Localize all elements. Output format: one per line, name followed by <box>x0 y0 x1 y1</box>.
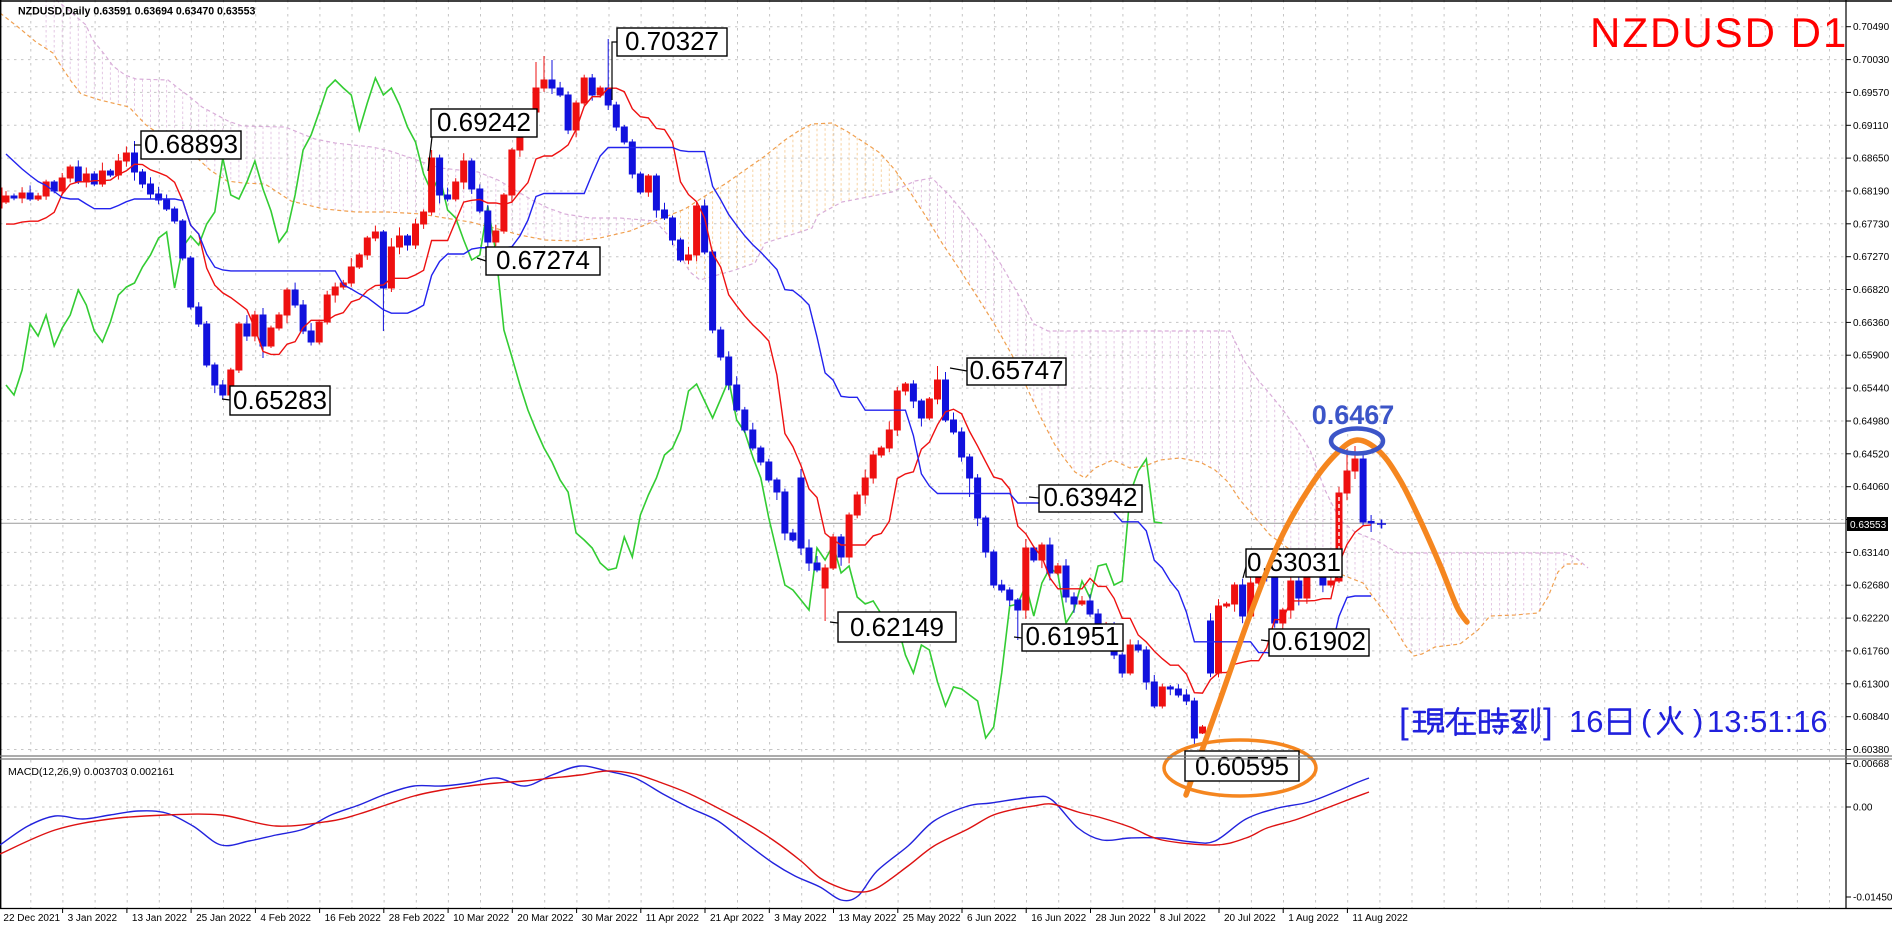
svg-text:): ) <box>1693 703 1703 738</box>
svg-text:0.00668: 0.00668 <box>1853 759 1890 770</box>
svg-text:16: 16 <box>1569 704 1603 739</box>
svg-text:1 Aug 2022: 1 Aug 2022 <box>1288 913 1339 924</box>
svg-text:25 Jan 2022: 25 Jan 2022 <box>196 913 251 924</box>
svg-text:0.61902: 0.61902 <box>1272 626 1366 656</box>
svg-text:0.00: 0.00 <box>1853 803 1873 814</box>
svg-text:0.70327: 0.70327 <box>625 26 719 56</box>
svg-text:25 May 2022: 25 May 2022 <box>903 913 961 924</box>
svg-text:0.64980: 0.64980 <box>1853 417 1890 428</box>
svg-text:0.65440: 0.65440 <box>1853 384 1890 395</box>
svg-text:0.61760: 0.61760 <box>1853 646 1890 657</box>
svg-text:6 Jun 2022: 6 Jun 2022 <box>967 913 1017 924</box>
svg-text:0.65747: 0.65747 <box>970 355 1064 385</box>
svg-text:0.67274: 0.67274 <box>496 245 590 275</box>
svg-text:MACD(12,26,9) 0.003703 0.00216: MACD(12,26,9) 0.003703 0.002161 <box>8 766 175 778</box>
svg-text:13 May 2022: 13 May 2022 <box>839 913 897 924</box>
svg-text:28 Jun 2022: 28 Jun 2022 <box>1096 913 1151 924</box>
svg-text:0.68190: 0.68190 <box>1853 187 1890 198</box>
svg-text:20 Jul 2022: 20 Jul 2022 <box>1224 913 1276 924</box>
svg-text:]: ] <box>1543 702 1553 741</box>
svg-text:0.64060: 0.64060 <box>1853 482 1890 493</box>
svg-text:0.60380: 0.60380 <box>1853 745 1890 756</box>
svg-text:3 Jan 2022: 3 Jan 2022 <box>68 913 118 924</box>
svg-text:0.6467: 0.6467 <box>1312 400 1395 430</box>
svg-text:13 Jan 2022: 13 Jan 2022 <box>132 913 187 924</box>
svg-text:0.61300: 0.61300 <box>1853 679 1890 690</box>
svg-text:0.67270: 0.67270 <box>1853 252 1890 263</box>
svg-text:16 Feb 2022: 16 Feb 2022 <box>325 913 382 924</box>
svg-text:11 Apr 2022: 11 Apr 2022 <box>646 913 700 924</box>
svg-text:0.61951: 0.61951 <box>1026 621 1120 651</box>
svg-text:3 May 2022: 3 May 2022 <box>774 913 827 924</box>
svg-text:0.63031: 0.63031 <box>1247 547 1341 577</box>
svg-text:0.62220: 0.62220 <box>1853 614 1890 625</box>
svg-text:0.62680: 0.62680 <box>1853 581 1890 592</box>
svg-text:-0.014509: -0.014509 <box>1853 893 1892 904</box>
svg-text:0.63553: 0.63553 <box>1850 520 1887 531</box>
svg-text:0.68893: 0.68893 <box>144 129 238 159</box>
svg-text:0.69110: 0.69110 <box>1853 121 1889 132</box>
svg-text:0.69242: 0.69242 <box>437 107 531 137</box>
svg-text:(: ( <box>1641 703 1652 738</box>
svg-text:0.64520: 0.64520 <box>1853 449 1890 460</box>
svg-text:0.65283: 0.65283 <box>233 385 327 415</box>
svg-text:21 Apr 2022: 21 Apr 2022 <box>710 913 764 924</box>
svg-text:0.69570: 0.69570 <box>1853 88 1890 99</box>
svg-text:28 Feb 2022: 28 Feb 2022 <box>389 913 446 924</box>
svg-text:0.70490: 0.70490 <box>1853 22 1890 33</box>
svg-text:30 Mar 2022: 30 Mar 2022 <box>582 913 639 924</box>
svg-text:0.70030: 0.70030 <box>1853 55 1890 66</box>
svg-text:4 Feb 2022: 4 Feb 2022 <box>260 913 311 924</box>
svg-text:[: [ <box>1399 702 1409 741</box>
svg-text:0.65900: 0.65900 <box>1853 351 1890 362</box>
svg-text:16 Jun 2022: 16 Jun 2022 <box>1031 913 1086 924</box>
svg-text:0.60840: 0.60840 <box>1853 712 1890 723</box>
svg-text:10 Mar 2022: 10 Mar 2022 <box>453 913 510 924</box>
svg-text:0.66820: 0.66820 <box>1853 285 1890 296</box>
svg-text:13:51:16: 13:51:16 <box>1707 704 1828 739</box>
svg-text:NZDUSD D1: NZDUSD D1 <box>1590 9 1848 56</box>
svg-text:11 Aug 2022: 11 Aug 2022 <box>1352 913 1408 924</box>
svg-text:8 Jul 2022: 8 Jul 2022 <box>1160 913 1207 924</box>
svg-text:22 Dec 2021: 22 Dec 2021 <box>3 913 60 924</box>
svg-text:0.63942: 0.63942 <box>1044 482 1138 512</box>
svg-text:0.62149: 0.62149 <box>850 612 944 642</box>
svg-text:0.68650: 0.68650 <box>1853 154 1890 165</box>
svg-text:0.67730: 0.67730 <box>1853 219 1890 230</box>
svg-text:20 Mar 2022: 20 Mar 2022 <box>517 913 574 924</box>
svg-text:0.66360: 0.66360 <box>1853 318 1890 329</box>
svg-text:NZDUSD,Daily 0.63591 0.63694: NZDUSD,Daily 0.63591 0.63694 0.63470 0.6… <box>18 6 255 18</box>
svg-text:0.63140: 0.63140 <box>1853 548 1890 559</box>
